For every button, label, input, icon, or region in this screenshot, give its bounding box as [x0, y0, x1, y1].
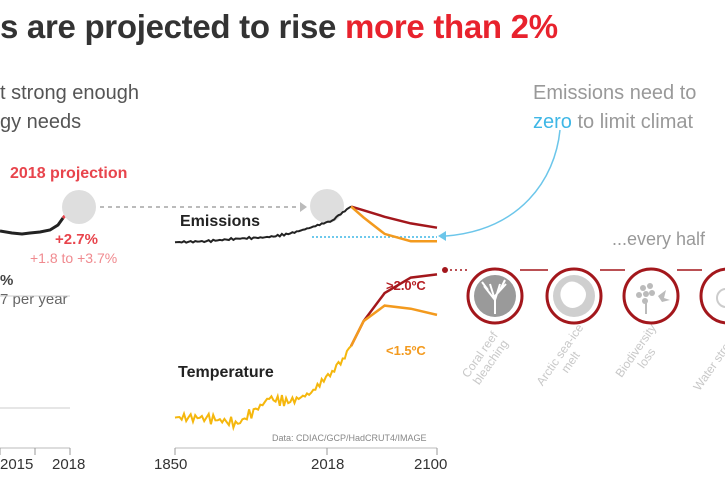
- left-emissions-history: [0, 217, 65, 236]
- coral-icon: [466, 267, 524, 325]
- temperature-high-path-line: [349, 273, 438, 347]
- projection-label: 2018 projection: [10, 165, 128, 182]
- left-subtitle-line1: t strong enough: [0, 82, 139, 104]
- emissions-label: Emissions: [180, 213, 261, 230]
- zero-word: zero: [533, 111, 572, 133]
- page-title: s are projected to rise more than 2%: [0, 8, 558, 45]
- x-axis-2100: 2100: [414, 456, 448, 473]
- zero-arrow-head: [438, 231, 446, 241]
- temperature-observed-line: [174, 345, 352, 432]
- left-stat-value: %: [0, 272, 14, 289]
- projection-circle: [62, 190, 96, 224]
- emissions-high-path-line: [350, 205, 438, 229]
- emissions-chart: [174, 205, 438, 244]
- temp-high-label: >2.0ºC: [386, 278, 426, 293]
- title-highlight: more than 2%: [344, 8, 558, 45]
- temperature-label: Temperature: [178, 364, 274, 381]
- emissions-low-path-line: [350, 205, 437, 243]
- right-subtitle-line2: zero to limit climat: [533, 111, 694, 133]
- connector-arrow: [300, 202, 307, 212]
- x-axis-1850: 1850: [154, 456, 188, 473]
- left-subtitle-line2: gy needs: [0, 111, 82, 133]
- emissions-history-line: [174, 205, 352, 244]
- projection-range: +1.8 to +3.7%: [30, 250, 118, 266]
- data-source: Data: CDIAC/GCP/HadCRUT4/IMAGE: [272, 433, 427, 443]
- x-axis-2018: 2018: [311, 456, 345, 473]
- left-axis-2018: 2018: [52, 456, 86, 473]
- emissions-2018-circle: [310, 189, 344, 223]
- zero-arrow: [445, 129, 561, 237]
- sea-ice-icon: [545, 267, 603, 325]
- temperature-chart: [174, 273, 438, 432]
- left-axis-2015: 2015: [0, 456, 34, 473]
- biodiversity-icon: [622, 267, 680, 325]
- left-stat-caption: 7 per year: [0, 291, 68, 308]
- right-subtitle-line1: Emissions need to: [533, 82, 697, 104]
- projection-pct: +2.7%: [55, 231, 98, 248]
- temp-low-label: <1.5ºC: [386, 343, 426, 358]
- temperature-low-path-line: [349, 304, 438, 347]
- every-half-text: ...every half: [612, 229, 706, 249]
- water-icon: [699, 267, 725, 325]
